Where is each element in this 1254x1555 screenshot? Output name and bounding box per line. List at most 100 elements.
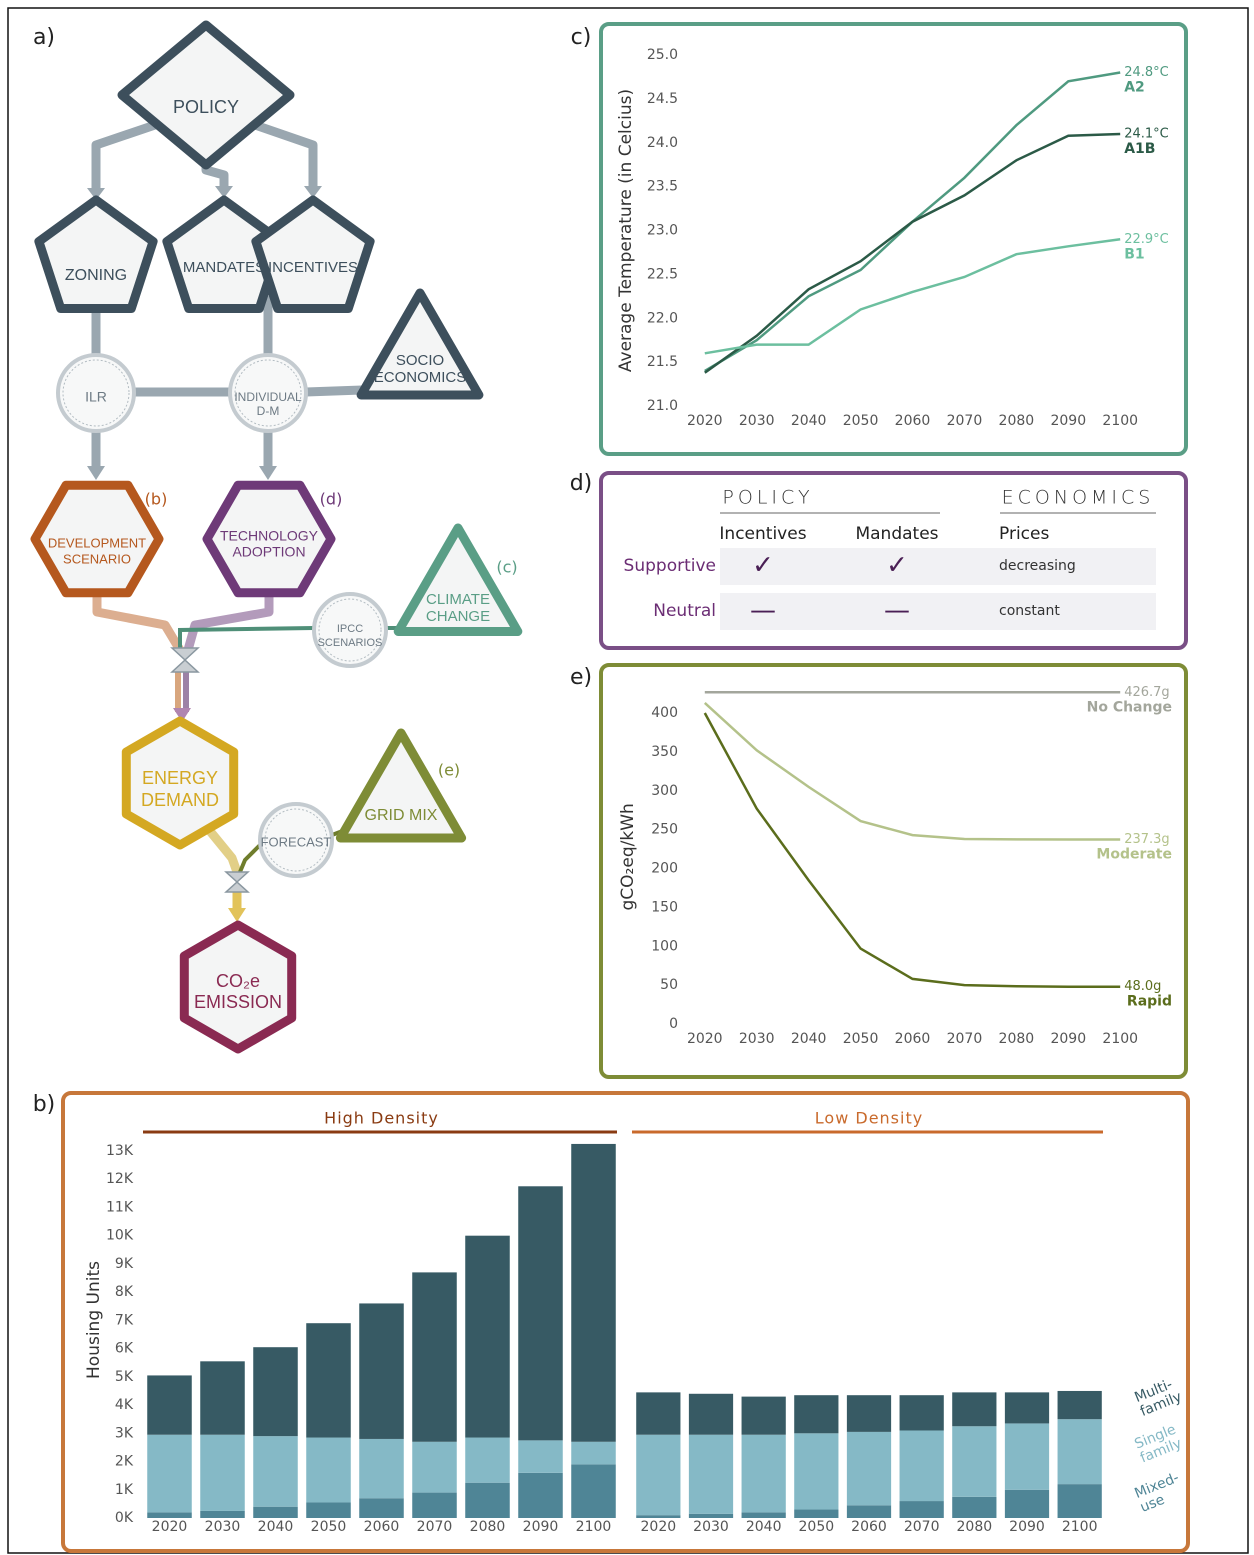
node-ref: (b) (145, 490, 168, 509)
node-shape (179, 920, 297, 1054)
arrowhead (173, 708, 191, 722)
node-shape (34, 195, 158, 313)
bar-segment (465, 1437, 510, 1483)
bar-segment (1057, 1390, 1102, 1420)
x-tick-label: 2070 (417, 1519, 453, 1535)
node-shape (202, 480, 336, 598)
table-group-header: ECONOMICS (1002, 487, 1155, 509)
x-tick-label: 2040 (746, 1519, 782, 1535)
node-label: SCENARIO (63, 551, 131, 566)
series-name: No Change (1087, 699, 1172, 715)
line (704, 132, 1121, 374)
connector (250, 120, 318, 193)
node-ring (318, 598, 382, 662)
y-tick-label: 350 (651, 744, 678, 760)
y-tick-label: 12K (106, 1171, 134, 1187)
bar-segment (200, 1361, 245, 1435)
bar-segment (359, 1438, 404, 1499)
panel-label: a) (33, 25, 55, 50)
bar-segment (846, 1431, 892, 1506)
x-tick-label: 2100 (1062, 1519, 1098, 1535)
valve (224, 871, 250, 893)
line (704, 238, 1121, 355)
bar-segment (846, 1395, 892, 1432)
y-tick-label: 5K (115, 1369, 134, 1385)
arrowhead (304, 186, 322, 198)
table-group-header: POLICY (722, 487, 813, 509)
y-tick-label: 200 (651, 861, 678, 877)
x-tick-label: 2100 (1102, 1031, 1138, 1047)
table-cell: constant (999, 603, 1060, 619)
panel-label: c) (571, 25, 592, 50)
value-label: 24.8°C (1124, 65, 1169, 80)
x-tick-label: 2090 (1009, 1519, 1045, 1535)
x-tick-label: 2080 (999, 413, 1035, 429)
y-tick-label: 21.5 (647, 354, 678, 370)
x-tick-label: 2030 (739, 1031, 775, 1047)
bar-segment (794, 1433, 839, 1510)
node-label: POLICY (173, 97, 239, 117)
node-shape (393, 523, 523, 636)
y-axis-title: gCO₂eq/kWh (618, 803, 638, 910)
table-row-bg (720, 593, 1156, 630)
node-label: ENERGY (142, 768, 218, 788)
bar-segment (952, 1426, 997, 1497)
x-tick-label: 2080 (470, 1519, 506, 1535)
y-tick-label: 3K (115, 1425, 134, 1441)
y-tick-label: 250 (651, 822, 678, 838)
bar-segment (359, 1498, 404, 1518)
y-tick-label: 24.0 (647, 135, 678, 151)
node-label: DEMAND (141, 790, 219, 810)
value-label: 22.9°C (1124, 232, 1169, 247)
bar-segment (200, 1434, 245, 1511)
bar-segment (794, 1395, 839, 1434)
y-tick-label: 150 (651, 899, 678, 915)
bar-segment (688, 1393, 734, 1435)
node-ref: (c) (496, 558, 517, 577)
node-ref: (e) (438, 761, 460, 780)
node-label: IPCC (337, 623, 363, 635)
x-tick-label: 2090 (523, 1519, 559, 1535)
bar-segment (412, 1272, 457, 1442)
panel-label: b) (33, 1092, 56, 1117)
bar-segment (306, 1323, 351, 1438)
bar-segment (899, 1430, 944, 1502)
connector (92, 592, 184, 653)
y-tick-label: 24.5 (647, 91, 678, 107)
connector (301, 385, 367, 397)
x-tick-label: 2040 (258, 1519, 294, 1535)
x-tick-label: 2050 (843, 1031, 879, 1047)
bar-segment (741, 1434, 786, 1513)
node-shape (121, 716, 239, 850)
bar-segment (952, 1392, 997, 1427)
node-label: SCENARIOS (318, 637, 383, 649)
arrowhead (215, 186, 233, 198)
bar-segment (253, 1506, 298, 1518)
value-label: 24.1°C (1124, 126, 1169, 141)
group-label: High Density (324, 1109, 439, 1128)
x-tick-label: 2090 (1050, 413, 1086, 429)
node-label: D-M (257, 404, 280, 418)
bar-segment (794, 1509, 839, 1518)
node-label: ZONING (65, 267, 127, 284)
bar-segment (846, 1505, 892, 1518)
series-name: Moderate (1096, 847, 1172, 863)
x-tick-label: 2060 (895, 1031, 931, 1047)
node-label: TECHNOLOGY (220, 528, 319, 544)
node-label: ADOPTION (232, 544, 305, 560)
x-tick-label: 2030 (693, 1519, 729, 1535)
panel-e-box (599, 663, 1188, 1079)
y-tick-label: 50 (660, 977, 678, 993)
table-cell: decreasing (999, 558, 1076, 574)
table-row-bg (720, 548, 1156, 585)
bar-segment (741, 1512, 786, 1518)
y-tick-label: 10K (106, 1228, 134, 1244)
node-shape (228, 353, 308, 433)
y-tick-label: 22.5 (647, 266, 678, 282)
bar-segment (518, 1440, 563, 1473)
table-cell: ✓ (886, 551, 908, 581)
bar-segment (899, 1395, 944, 1431)
node-shape (312, 592, 388, 668)
bar-segment (147, 1512, 192, 1518)
bar-segment (306, 1437, 351, 1503)
